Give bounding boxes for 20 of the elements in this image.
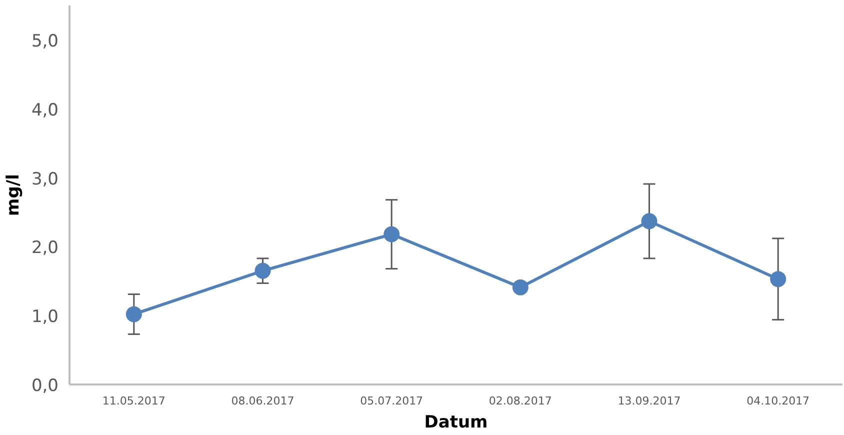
- y-tick-label: 1,0: [31, 307, 59, 328]
- point: [770, 271, 786, 288]
- y-tick-label: 0,0: [31, 376, 59, 396]
- point: [126, 306, 142, 322]
- x-tick-label: 11.05.2017: [102, 394, 166, 408]
- point: [254, 262, 271, 279]
- point: [384, 226, 400, 242]
- y-tick-label: 4,0: [31, 100, 59, 120]
- x-tick-label: 05.07.2017: [360, 394, 424, 408]
- x-tick-label: 08.06.2017: [231, 394, 294, 408]
- x-tick-label: 04.10.2017: [746, 394, 810, 408]
- y-tick-label: 5,0: [31, 31, 59, 52]
- y-axis-title: mg/l: [3, 174, 24, 216]
- y-tick-label: 2,0: [31, 238, 59, 258]
- point: [641, 213, 658, 230]
- x-tick-label: 13.09.2017: [618, 394, 681, 408]
- point: [512, 279, 528, 296]
- y-tick-label: 3,0: [31, 169, 59, 190]
- x-axis-title: Datum: [424, 412, 488, 432]
- x-tick-label: 02.08.2017: [488, 394, 552, 408]
